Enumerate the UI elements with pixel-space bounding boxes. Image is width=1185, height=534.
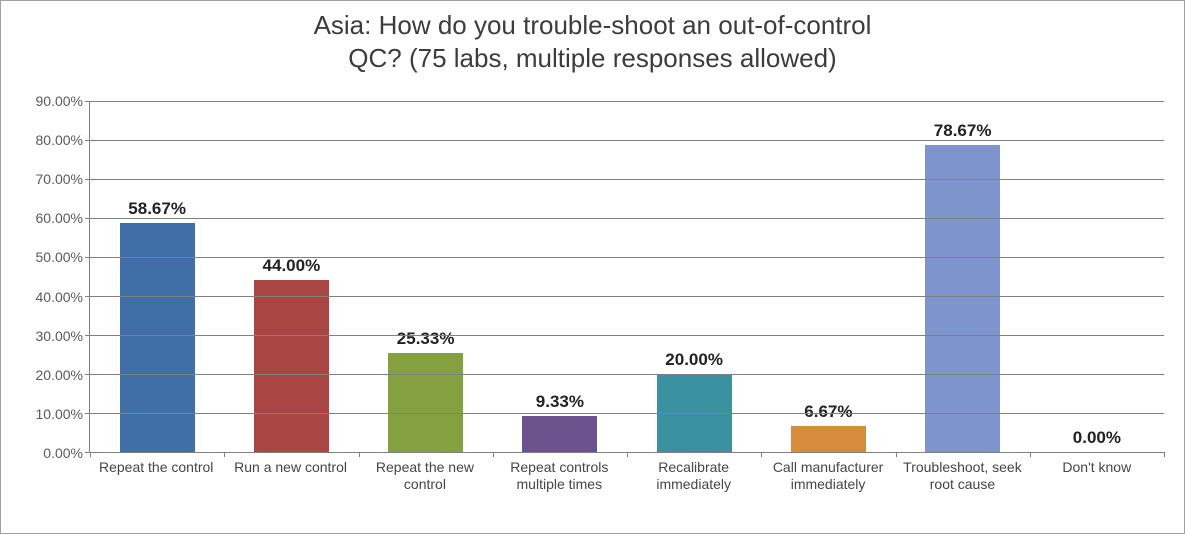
chart-title-line2: QC? (75 labs, multiple responses allowed… — [348, 43, 836, 73]
bar-slot: 0.00% — [1030, 101, 1164, 452]
y-tick-label: 30.00% — [36, 328, 83, 344]
bars-container: 58.67% 44.00% 25.33% 9.33% 20.00%6.67%78.67%… — [90, 101, 1164, 452]
x-tick-mark — [1164, 452, 1165, 457]
gridline — [90, 335, 1164, 336]
x-tick-mark — [493, 452, 494, 457]
bar — [388, 353, 463, 452]
bar — [791, 426, 866, 452]
data-label: 44.00% — [224, 256, 358, 276]
bar-slot: 6.67% — [761, 101, 895, 452]
y-tick-mark — [85, 335, 90, 336]
x-tick-mark — [896, 452, 897, 457]
gridline — [90, 140, 1164, 141]
x-axis: Repeat the controlRun a new controlRepea… — [89, 453, 1164, 523]
data-label: 25.33% — [359, 329, 493, 349]
y-tick-label: 90.00% — [36, 93, 83, 109]
x-axis-label: Repeat controls multiple times — [492, 453, 626, 523]
gridline — [90, 101, 1164, 102]
y-tick-mark — [85, 179, 90, 180]
chart-title: Asia: How do you trouble-shoot an out-of… — [1, 1, 1184, 74]
y-tick-mark — [85, 140, 90, 141]
bar — [254, 280, 329, 452]
bar-slot: 25.33% — [359, 101, 493, 452]
x-tick-mark — [359, 452, 360, 457]
chart-container: Asia: How do you trouble-shoot an out-of… — [0, 0, 1185, 534]
bar — [925, 145, 1000, 452]
gridline — [90, 257, 1164, 258]
y-tick-label: 80.00% — [36, 132, 83, 148]
x-axis-label: Recalibrate immediately — [627, 453, 761, 523]
chart-title-line1: Asia: How do you trouble-shoot an out-of… — [314, 10, 872, 40]
bar-slot: 78.67% — [896, 101, 1030, 452]
data-label: 78.67% — [896, 121, 1030, 141]
plot-area: 58.67% 44.00% 25.33% 9.33% 20.00%6.67%78.67%… — [89, 101, 1164, 453]
x-tick-mark — [627, 452, 628, 457]
y-tick-mark — [85, 413, 90, 414]
y-tick-label: 20.00% — [36, 367, 83, 383]
x-tick-mark — [1030, 452, 1031, 457]
x-axis-label: Call manufacturer immediately — [761, 453, 895, 523]
y-tick-mark — [85, 257, 90, 258]
bar-slot: 58.67% — [90, 101, 224, 452]
x-axis-label: Repeat the new control — [358, 453, 492, 523]
gridline — [90, 179, 1164, 180]
data-label: 58.67% — [90, 199, 224, 219]
x-axis-label: Troubleshoot, seek root cause — [895, 453, 1029, 523]
y-axis: 0.00%10.00%20.00%30.00%40.00%50.00%60.00… — [21, 101, 89, 453]
y-tick-label: 40.00% — [36, 289, 83, 305]
x-tick-mark — [90, 452, 91, 457]
y-tick-mark — [85, 218, 90, 219]
y-tick-label: 50.00% — [36, 249, 83, 265]
gridline — [90, 296, 1164, 297]
y-tick-label: 70.00% — [36, 171, 83, 187]
bar-slot: 9.33% — [493, 101, 627, 452]
y-tick-label: 0.00% — [43, 445, 83, 461]
plot-row: 0.00% 10.00% 20.00% 30.00% 40.00% 50.00% 60.00… — [21, 101, 1164, 453]
gridline — [90, 218, 1164, 219]
x-tick-mark — [761, 452, 762, 457]
y-tick-mark — [85, 374, 90, 375]
bar-slot: 20.00% — [627, 101, 761, 452]
gridline — [90, 374, 1164, 375]
bar-slot: 44.00% — [224, 101, 358, 452]
data-label: 0.00% — [1030, 428, 1164, 448]
y-tick-label: 60.00% — [36, 210, 83, 226]
x-axis-label: Repeat the control — [89, 453, 223, 523]
y-tick-label: 10.00% — [36, 406, 83, 422]
x-axis-label: Run a new control — [223, 453, 357, 523]
plot-wrap: 0.00% 10.00% 20.00% 30.00% 40.00% 50.00% 60.00… — [21, 101, 1164, 523]
bar — [522, 416, 597, 452]
y-tick-mark — [85, 101, 90, 102]
x-tick-mark — [224, 452, 225, 457]
data-label: 20.00% — [627, 350, 761, 370]
data-label: 9.33% — [493, 392, 627, 412]
gridline — [90, 413, 1164, 414]
x-axis-label: Don't know — [1030, 453, 1164, 523]
y-tick-mark — [85, 296, 90, 297]
